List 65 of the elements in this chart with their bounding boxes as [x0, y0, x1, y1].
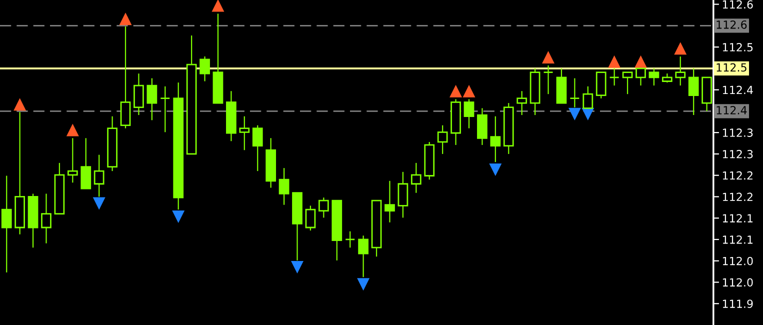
candlestick	[41, 193, 52, 244]
candlestick	[94, 154, 104, 198]
point	[14, 98, 26, 111]
y-tick-label: 112.1	[722, 214, 753, 222]
point	[212, 0, 224, 12]
candlestick	[490, 116, 501, 163]
point	[450, 84, 462, 98]
ref-line-label: 112.5	[716, 63, 746, 72]
y-tick-label: 112.2	[722, 171, 752, 180]
candlestick	[239, 116, 250, 151]
candlestick	[318, 197, 329, 218]
candlestick	[596, 72, 606, 99]
point	[608, 55, 621, 68]
candlestick	[636, 68, 646, 86]
y-tick-label: 112.0	[722, 256, 753, 266]
candlestick	[134, 73, 144, 116]
candlestick	[437, 124, 448, 154]
candlestick	[516, 90, 528, 116]
y-tick-label: 111.9	[722, 300, 753, 308]
y-tick-label: 112.3	[722, 150, 753, 158]
candlestick	[622, 72, 633, 95]
point	[462, 84, 476, 98]
point	[92, 197, 106, 210]
point	[489, 164, 502, 176]
point	[568, 108, 581, 120]
candlestick	[570, 78, 580, 108]
ref-line-label: 112.4	[716, 106, 747, 114]
point	[172, 210, 185, 224]
candlestick	[120, 26, 131, 129]
candlestick	[344, 230, 356, 248]
y-tick-label: 112.5	[722, 43, 753, 52]
candlestick	[252, 124, 263, 172]
point	[291, 261, 304, 274]
candlestick	[543, 64, 554, 95]
point	[674, 42, 687, 55]
candlestick	[398, 171, 408, 218]
candlestick	[477, 108, 488, 146]
candlestick	[648, 68, 660, 86]
candlestick	[200, 56, 210, 82]
point	[119, 12, 132, 26]
y-tick-label: 112.1	[722, 235, 753, 244]
candlestick	[384, 180, 395, 223]
candlestick	[358, 235, 368, 278]
y-tick-label: 112.0	[722, 278, 753, 287]
ref-line-label: 112.6	[716, 20, 747, 29]
y-tick-label: 112.6	[722, 0, 753, 9]
point	[66, 124, 79, 136]
candlestick	[146, 78, 158, 121]
candlestick	[410, 162, 422, 194]
y-tick-label: 112.4	[722, 86, 753, 94]
candlestick	[305, 205, 316, 232]
candlestick	[1, 175, 12, 273]
candlestick	[80, 138, 92, 190]
y-tick-label: 112.3	[722, 128, 753, 137]
candlestick	[278, 168, 290, 206]
point	[634, 55, 647, 68]
candlestick	[160, 86, 170, 133]
y-tick-label: 112.2	[722, 192, 752, 201]
candlestick	[67, 138, 78, 184]
candlestick	[688, 68, 699, 116]
point	[542, 51, 555, 64]
candlestick	[675, 56, 686, 86]
candlestick	[464, 98, 474, 129]
point	[357, 278, 370, 291]
candlestick	[609, 68, 620, 86]
